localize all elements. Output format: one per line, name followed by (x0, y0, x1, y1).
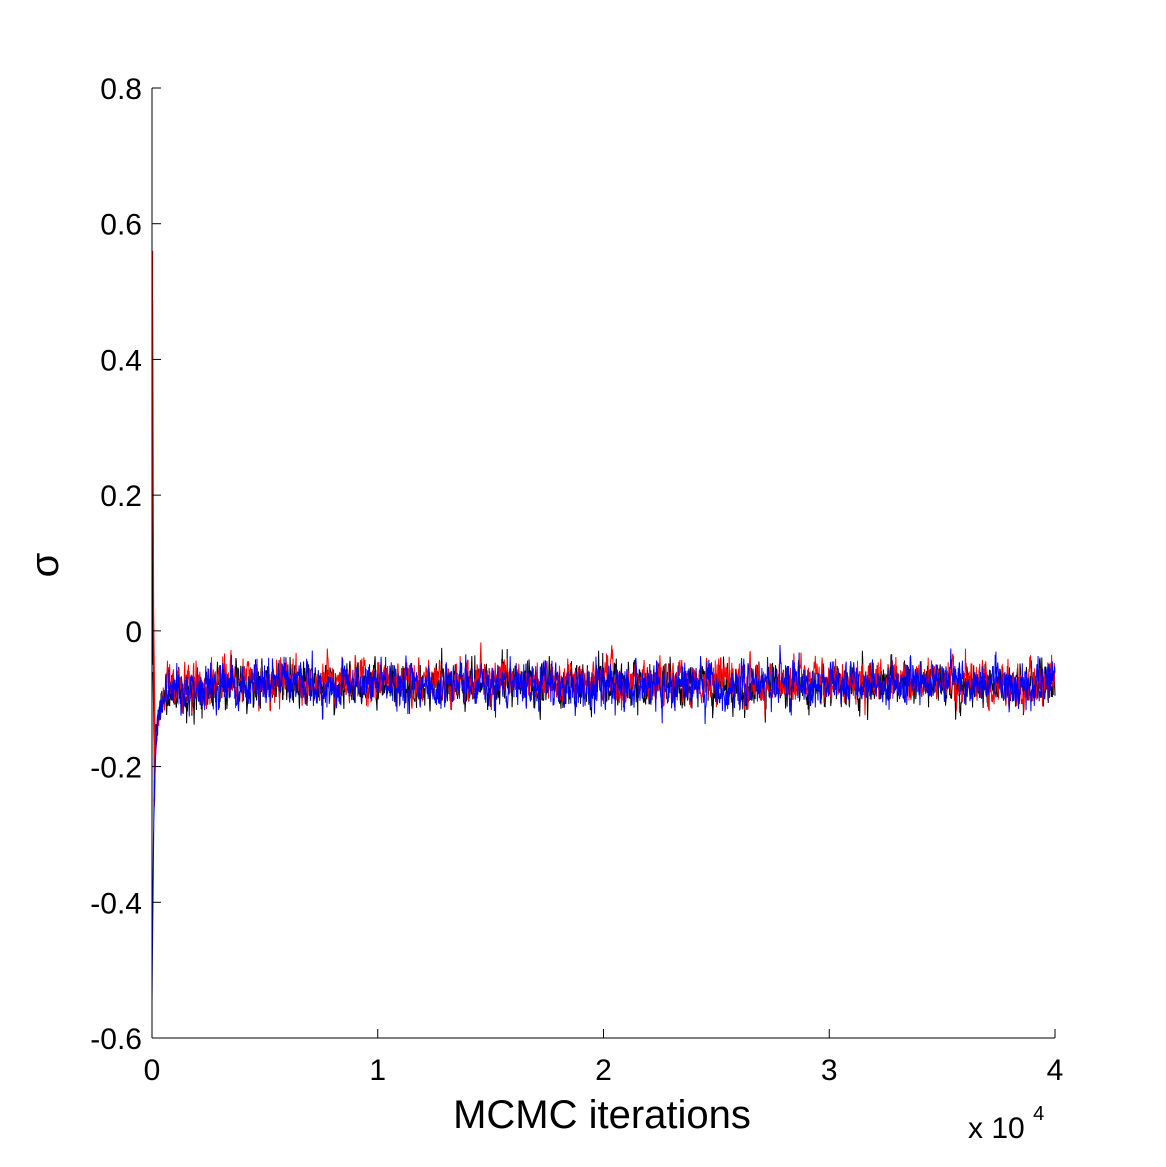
y-ticks: -0.6 -0.4 -0.2 0 0.2 0.4 0.6 0.8 (90, 73, 161, 1056)
y-tick-label: -0.2 (90, 752, 142, 785)
y-tick-label: 0.4 (100, 344, 142, 377)
trace-line-black (151, 495, 1056, 769)
y-tick-label: -0.6 (90, 1023, 142, 1056)
x-tick-label: 2 (595, 1054, 612, 1087)
x-multiplier-label: x 10 4 (968, 1103, 1044, 1145)
y-tick-label: 0.8 (100, 73, 142, 106)
x-tick-label: 3 (821, 1054, 838, 1087)
x-tick-label: 1 (369, 1054, 386, 1087)
x-tick-label: 0 (144, 1054, 161, 1087)
y-tick-label: -0.4 (90, 887, 142, 920)
y-tick-label: 0.2 (100, 480, 142, 513)
y-tick-label: 0 (125, 616, 142, 649)
x-axis-title: MCMC iterations (453, 1093, 751, 1137)
y-axis-title: σ (23, 552, 67, 577)
plot-lines (151, 250, 1056, 1005)
x-ticks: 0 1 2 3 4 (144, 1029, 1064, 1087)
y-tick-label: 0.6 (100, 209, 142, 242)
x-tick-label: 4 (1047, 1054, 1064, 1087)
x-multiplier-base: x 10 (968, 1112, 1025, 1145)
x-multiplier-exponent: 4 (1033, 1103, 1044, 1125)
trace-line-red (151, 250, 1056, 808)
trace-line-blue (151, 645, 1056, 1005)
